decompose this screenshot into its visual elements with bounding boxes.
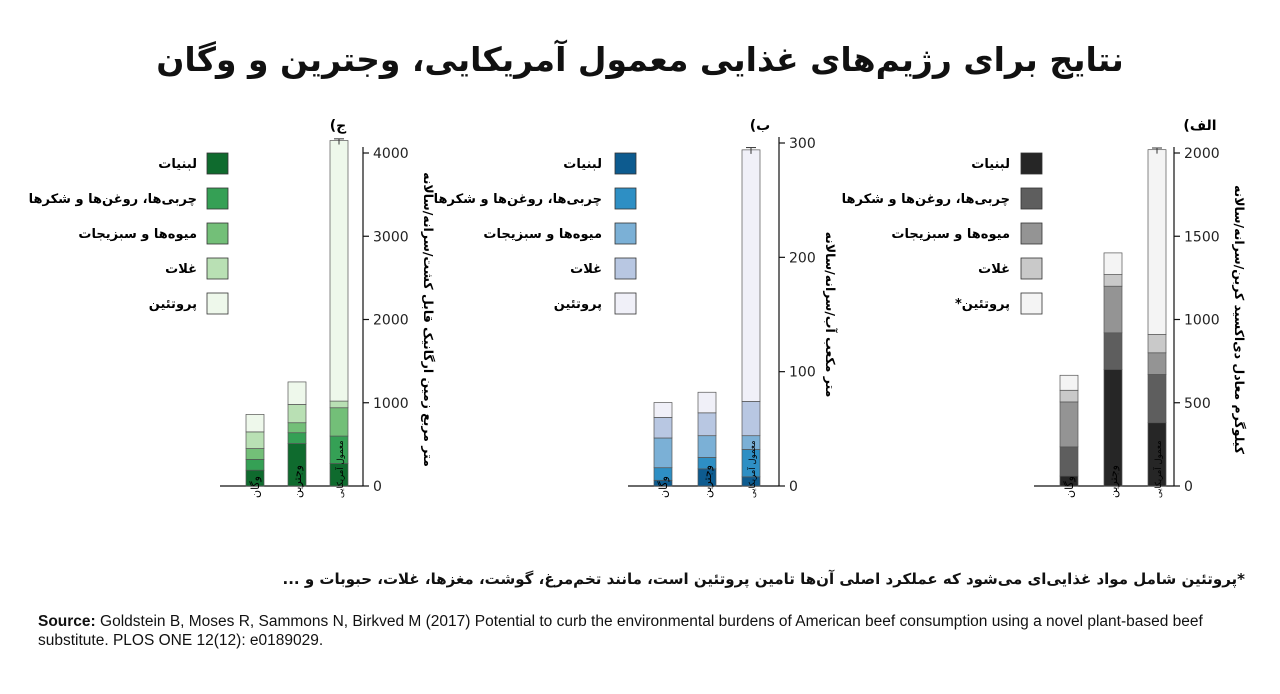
panel1-y-tick-label: 300	[789, 136, 816, 152]
panel2-legend-label: پروتئین	[149, 297, 197, 312]
panel0-legend-label: پروتئین*	[955, 297, 1010, 312]
panel1-legend-label: میوه‌ها و سبزیجات	[483, 227, 602, 242]
panel1-legend-swatch	[614, 292, 637, 315]
panel1-bar-segment-0-4	[653, 402, 673, 418]
panel1-legend-swatch	[614, 222, 637, 245]
panel0-y-tick-label: 0	[1184, 479, 1193, 495]
panel1-legend-label: پروتئین	[554, 297, 602, 312]
panel0-bar-segment-1-4	[1103, 252, 1123, 275]
panel1-bar-segment-1-4	[697, 391, 717, 414]
panel2-bar-segment-0-3	[245, 431, 265, 449]
panel0-legend-label: میوه‌ها و سبزیجات	[891, 227, 1010, 242]
panel0-category-label: معمول آمریکایی	[1152, 440, 1164, 498]
panel1-legend-swatch	[614, 257, 637, 280]
panel2-y-tick-label: 0	[373, 479, 382, 495]
panel1-category-label: معمول آمریکایی	[746, 440, 758, 498]
panel1-bar-segment-0-2	[653, 437, 673, 469]
panel0-y-tick-label: 1000	[1184, 313, 1220, 329]
panel2-category-label: وگان	[249, 476, 262, 498]
panel1-bar-segment-2-4	[741, 149, 761, 402]
panel0-bar-segment-2-4	[1147, 149, 1167, 335]
panel2-legend-label: غلات	[165, 262, 197, 277]
panel1-category-label: وگان	[657, 476, 670, 498]
panel0-legend-label: چربی‌ها، روغن‌ها و شکرها	[842, 192, 1010, 207]
panel2-bar-segment-1-2	[287, 422, 307, 434]
panel2-y-tick-label: 1000	[373, 396, 409, 412]
panel0-category-label: وجترین	[1107, 465, 1120, 498]
chart-title: نتایج برای رژیم‌های غذایی معمول آمریکایی…	[156, 40, 1124, 79]
panel2-bar-segment-2-4	[329, 140, 349, 402]
panel1-legend-label: چربی‌ها، روغن‌ها و شکرها	[434, 192, 602, 207]
panel0-bar-segment-1-1	[1103, 332, 1123, 370]
panel2-bar-segment-0-1	[245, 459, 265, 471]
panel0-legend-swatch	[1020, 257, 1043, 280]
panel0-y-tick-label: 500	[1184, 396, 1211, 412]
panel1-bar-segment-1-2	[697, 435, 717, 458]
source-citation: Source: Goldstein B, Moses R, Sammons N,…	[38, 612, 1248, 650]
panel0-legend-swatch	[1020, 152, 1043, 175]
panel0-y-tick-label: 2000	[1184, 146, 1220, 162]
panel2-bar-segment-0-2	[245, 448, 265, 460]
panel1-y-tick-label: 0	[789, 479, 798, 495]
panel2-bar-segment-1-4	[287, 381, 307, 405]
panel1-legend-label: لبنیات	[563, 157, 602, 172]
panel2-panel-label: ج)	[330, 118, 347, 134]
panel1-y-tick-label: 200	[789, 250, 816, 266]
panel2-y-axis-title: متر مربع زمین ارگانیک قابل کشت/سرانه/سال…	[421, 172, 436, 467]
panel0-bar-segment-2-1	[1147, 374, 1167, 424]
footnote: *پروتئین شامل مواد غذایی‌ای می‌شود که عم…	[282, 570, 1245, 588]
panel2-legend-swatch	[206, 222, 229, 245]
panel1-y-axis-title: متر مکعب آب/سرانه/سالانه	[823, 232, 838, 398]
panel0-legend-label: غلات	[978, 262, 1010, 277]
panel1-legend-swatch	[614, 187, 637, 210]
panel2-y-tick-label: 3000	[373, 229, 409, 245]
panel2-legend-swatch	[206, 257, 229, 280]
panel2-legend-label: چربی‌ها، روغن‌ها و شکرها	[29, 192, 197, 207]
panel2-legend-swatch	[206, 152, 229, 175]
source-label: Source:	[38, 613, 96, 630]
panel2-bar-segment-2-3	[329, 400, 349, 409]
panel2-bar-segment-1-3	[287, 404, 307, 424]
panel1-category-label: وجترین	[701, 465, 714, 498]
panel0-bar-segment-0-3	[1059, 389, 1079, 403]
panel2-category-label: معمول آمریکایی	[334, 440, 346, 498]
source-text: Goldstein B, Moses R, Sammons N, Birkved…	[38, 613, 1203, 649]
panel1-bar-segment-0-3	[653, 417, 673, 439]
panel0-bar-segment-0-1	[1059, 446, 1079, 477]
panel1-bar-segment-1-3	[697, 412, 717, 437]
panel0-legend-swatch	[1020, 292, 1043, 315]
panel2-bar-segment-0-4	[245, 414, 265, 433]
panel2-legend-label: لبنیات	[158, 157, 197, 172]
panel0-y-tick-label: 1500	[1184, 229, 1220, 245]
panel0-y-axis-title: کیلوگرم معادل دی‌اکسید کربن/سرانه/سالانه	[1231, 185, 1247, 455]
panel1-legend-label: غلات	[570, 262, 602, 277]
panel1-y-tick-label: 100	[789, 365, 816, 381]
panel0-legend-swatch	[1020, 187, 1043, 210]
panel0-legend-label: لبنیات	[971, 157, 1010, 172]
panel1-bar-segment-2-3	[741, 401, 761, 437]
panel2-legend-swatch	[206, 292, 229, 315]
panel1-panel-label: ب)	[750, 118, 770, 134]
panel0-legend-swatch	[1020, 222, 1043, 245]
panel2-legend-swatch	[206, 187, 229, 210]
panel0-category-label: وگان	[1063, 476, 1076, 498]
panel2-legend-label: میوه‌ها و سبزیجات	[78, 227, 197, 242]
panel0-bar-segment-0-4	[1059, 374, 1079, 391]
panel2-bar-segment-2-2	[329, 407, 349, 437]
panel2-y-tick-label: 4000	[373, 146, 409, 162]
panel0-bar-segment-0-2	[1059, 401, 1079, 448]
panel1-legend-swatch	[614, 152, 637, 175]
panel2-category-label: وجترین	[291, 465, 304, 498]
panel2-y-tick-label: 2000	[373, 313, 409, 329]
panel0-bar-segment-2-3	[1147, 334, 1167, 354]
panel0-panel-label: الف)	[1183, 118, 1216, 134]
panel0-bar-segment-2-2	[1147, 352, 1167, 375]
panel0-bar-segment-1-2	[1103, 285, 1123, 334]
panel0-bar-segment-1-3	[1103, 274, 1123, 287]
panel2-bar-segment-1-1	[287, 432, 307, 444]
